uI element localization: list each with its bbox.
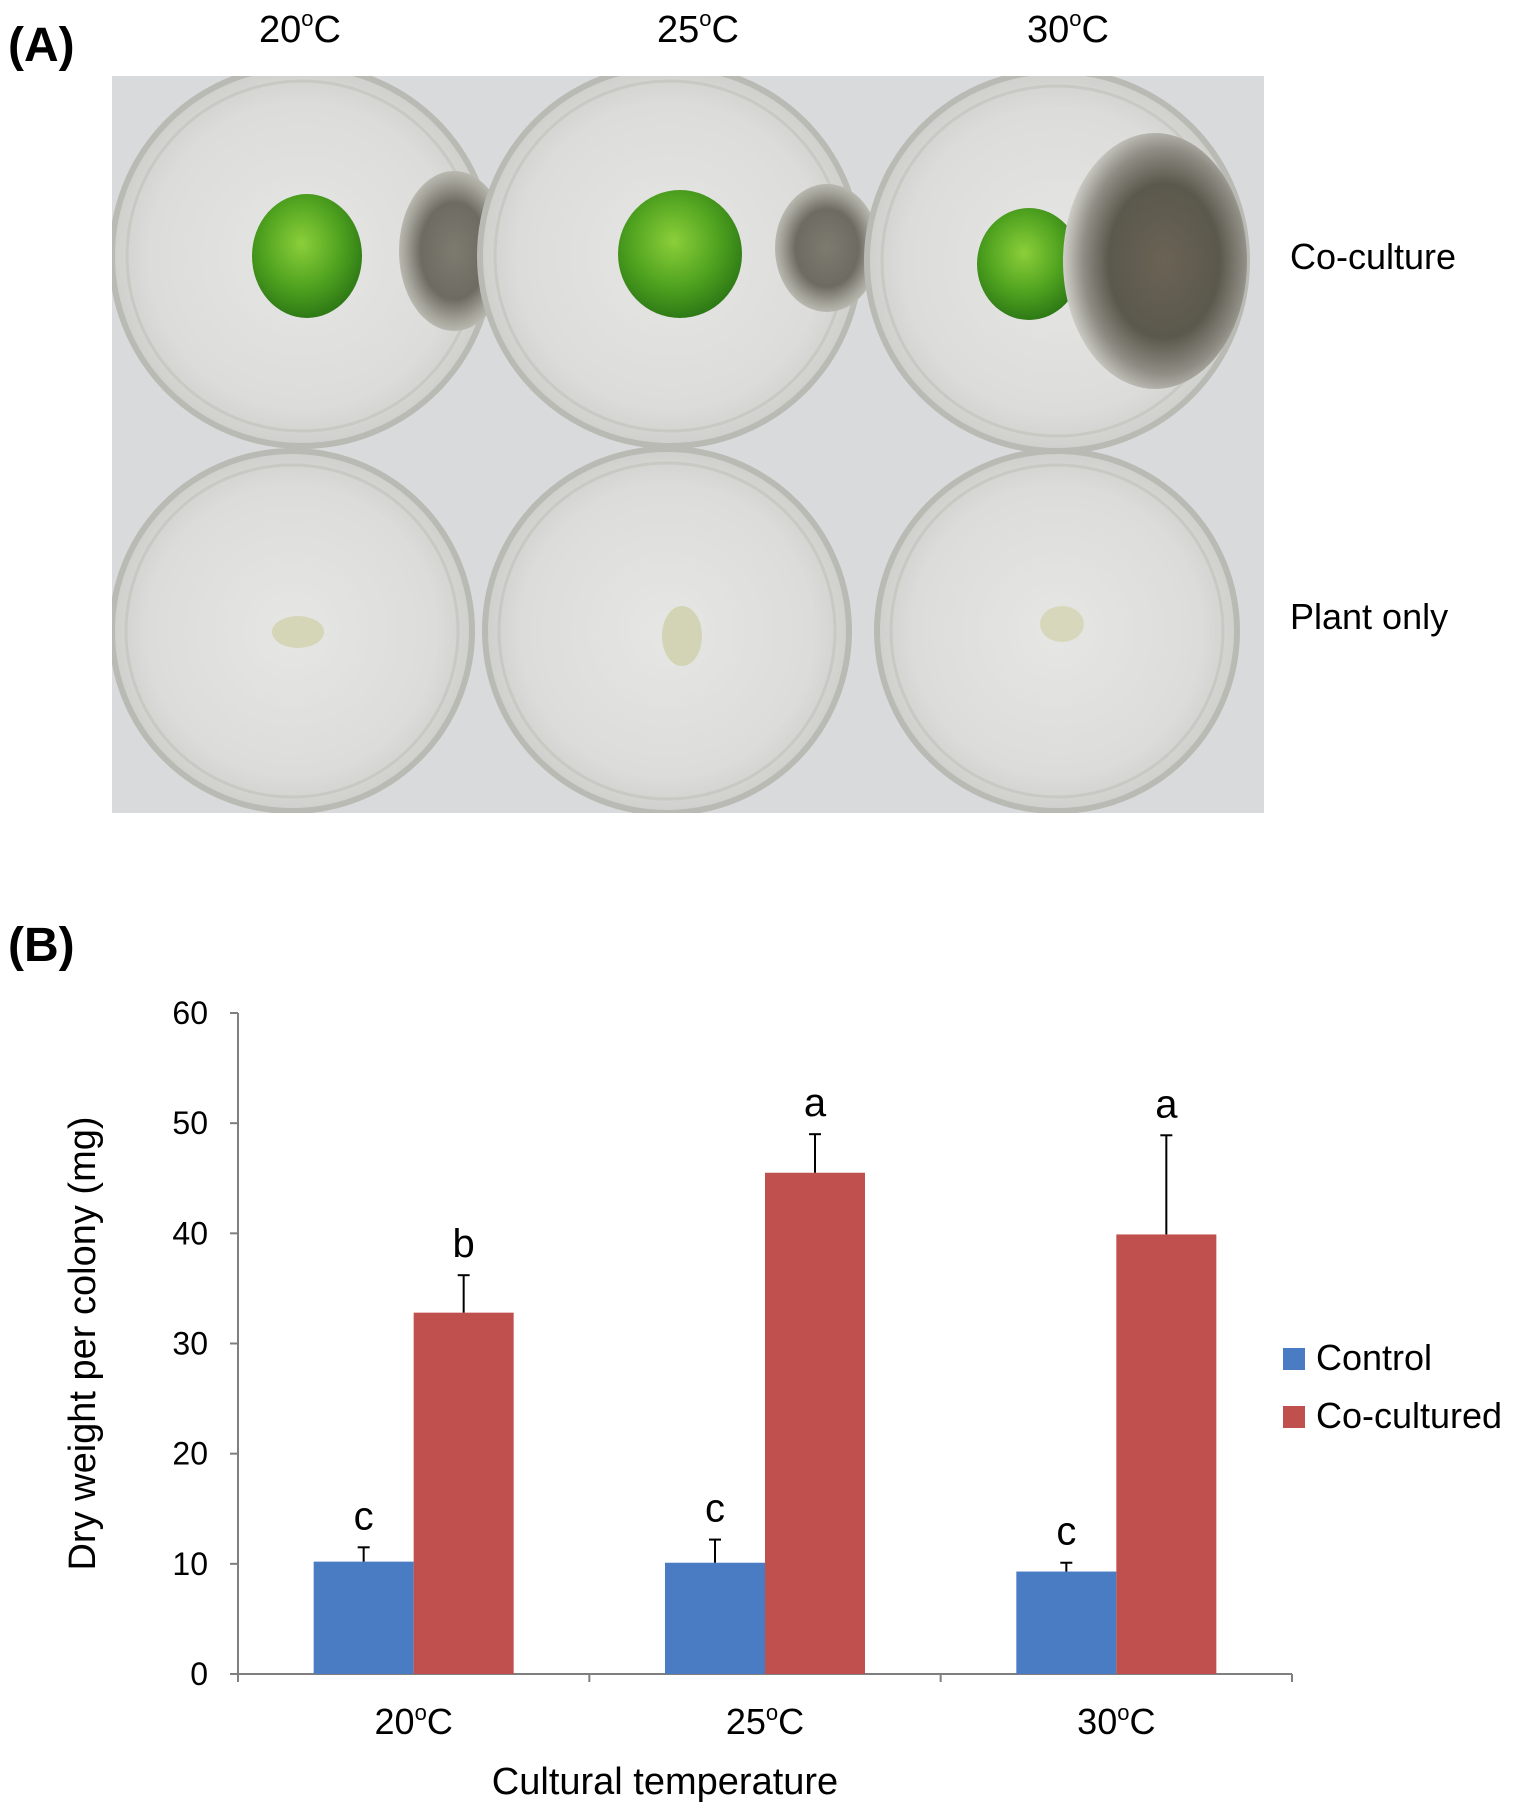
bar-control-25 [665, 1562, 765, 1674]
significance-letter: a [804, 1081, 827, 1125]
bar-control-30 [1016, 1571, 1117, 1674]
y-tick-label: 0 [190, 1656, 208, 1692]
y-tick-label: 30 [172, 1326, 208, 1362]
x-axis-title: Cultural temperature [492, 1761, 838, 1803]
bar-chart: 0 10 20 30 40 50 60 20oC 25oC 30oC Cultural temper… [62, 995, 1502, 1803]
chart-bars: c c c b a a [313, 1081, 1217, 1674]
dish-plant-only-30c [874, 448, 1240, 813]
bar-control-20 [313, 1561, 414, 1674]
x-tick-label: 25oC [726, 1700, 804, 1742]
legend-label: Control [1316, 1337, 1432, 1378]
y-tick-label: 10 [172, 1546, 208, 1582]
significance-letter: b [453, 1222, 475, 1266]
dish-co-culture-25c [477, 76, 879, 449]
dish-co-culture-30c [864, 76, 1250, 454]
petri-dish-photo [112, 76, 1264, 813]
x-tick-label: 20oC [375, 1700, 453, 1742]
row-label-co-culture: Co-culture [1290, 236, 1457, 277]
y-tick-label: 40 [172, 1215, 208, 1251]
y-tick-label: 60 [172, 995, 208, 1031]
bar-co-cultured-20 [413, 1312, 514, 1674]
dish-plant-only-20c [112, 448, 475, 813]
chart-axes: 0 10 20 30 40 50 60 20oC 25oC 30oC Cultural temper… [62, 995, 1293, 1803]
y-tick-label: 20 [172, 1436, 208, 1472]
y-axis-title: Dry weight per colony (mg) [62, 1116, 104, 1570]
column-label-25c: 25oC [657, 6, 739, 51]
legend-label: Co-cultured [1316, 1395, 1502, 1436]
x-tick-label: 30oC [1077, 1700, 1155, 1742]
legend-swatch-control [1283, 1348, 1305, 1370]
dish-plant-only-25c [482, 446, 852, 813]
y-tick-label: 50 [172, 1105, 208, 1141]
bar-co-cultured-30 [1116, 1234, 1217, 1674]
row-label-plant-only: Plant only [1290, 596, 1449, 637]
column-label-20c: 20oC [259, 6, 341, 51]
panel-b-label: (B) [8, 919, 75, 972]
significance-letter: c [354, 1494, 374, 1538]
column-label-30c: 30oC [1027, 6, 1109, 51]
significance-letter: c [1056, 1510, 1076, 1554]
panel-a-label: (A) [8, 19, 75, 72]
legend-swatch-co-cultured [1283, 1406, 1305, 1428]
significance-letter: a [1155, 1082, 1178, 1126]
bar-co-cultured-25 [765, 1172, 865, 1674]
significance-letter: c [705, 1487, 725, 1531]
chart-legend: Control Co-cultured [1283, 1337, 1502, 1436]
